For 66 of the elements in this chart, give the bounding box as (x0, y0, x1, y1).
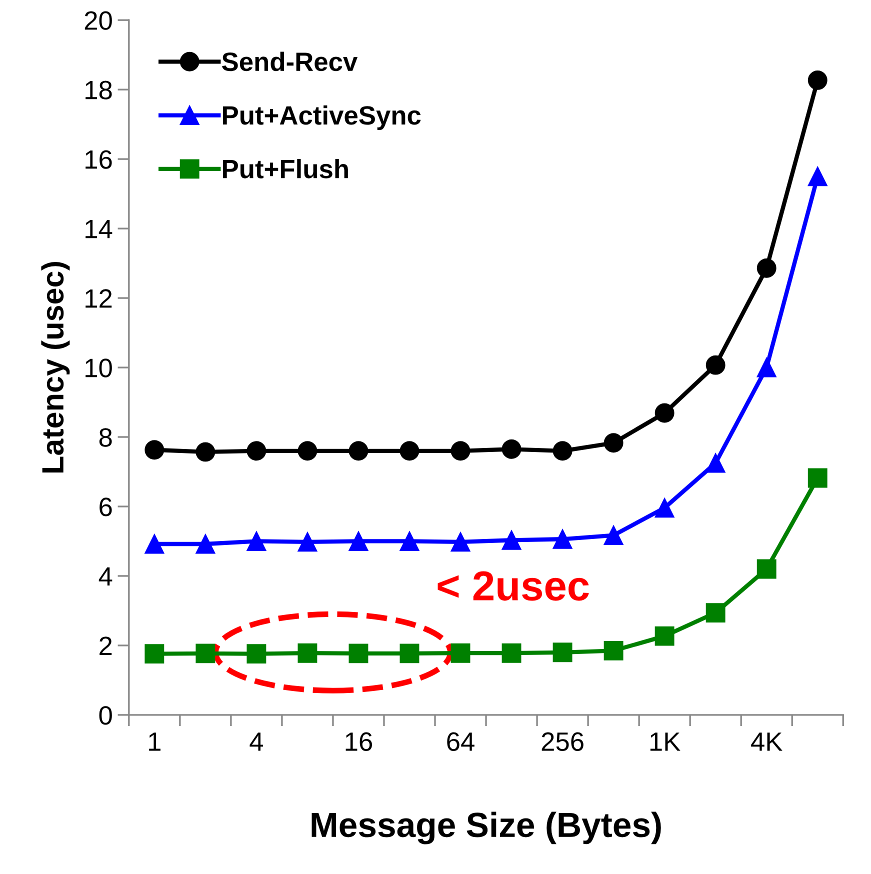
x-tick-label: 64 (447, 732, 474, 751)
point (808, 468, 828, 488)
y-tick-label: 10 (86, 358, 112, 378)
point (348, 441, 368, 461)
point (552, 529, 572, 549)
y-tick-label: 12 (86, 289, 112, 308)
x-tick-label: 256 (542, 732, 584, 751)
x-tick-label: 1 (149, 732, 160, 751)
y-tick-label: 0 (99, 706, 112, 725)
point (450, 441, 470, 461)
point (808, 166, 828, 186)
point (144, 440, 164, 460)
y-tick-label: 8 (99, 428, 112, 447)
y-axis-title: Latency (usec) (41, 262, 70, 472)
point (654, 626, 674, 646)
x-axis-title: Message Size (Bytes) (312, 812, 661, 844)
point (196, 442, 216, 462)
point (348, 644, 368, 664)
point (246, 441, 266, 461)
point (706, 355, 726, 375)
point (450, 643, 470, 663)
point (502, 439, 522, 459)
x-tick-label: 16 (346, 732, 372, 751)
point (756, 258, 776, 278)
point (552, 642, 572, 662)
point (348, 532, 368, 551)
point (196, 644, 216, 664)
legend-label: Put+ActiveSync (223, 105, 421, 130)
point (706, 453, 726, 473)
y-tick-label: 4 (98, 567, 112, 586)
legend-label: Send-Recv (222, 52, 358, 72)
point (298, 532, 318, 552)
y-tick-label: 14 (86, 220, 112, 238)
point (502, 643, 522, 663)
y-tick-label: 20 (84, 11, 112, 30)
point (604, 640, 624, 660)
x-tick-label: 1K (650, 732, 680, 751)
point (502, 530, 522, 550)
point (552, 441, 572, 461)
y-tick-label: 16 (86, 150, 112, 169)
point (706, 603, 726, 623)
legend-label: Put+Flush (223, 159, 348, 178)
x-tick-label: 4 (250, 732, 264, 751)
point (196, 534, 216, 554)
point (450, 532, 470, 552)
point (400, 644, 420, 664)
point (298, 441, 318, 461)
point (654, 498, 674, 518)
point (298, 643, 318, 663)
point (144, 644, 164, 664)
point (654, 403, 674, 423)
point (400, 532, 420, 551)
point (604, 526, 624, 546)
point (246, 644, 266, 664)
y-tick-label: 6 (100, 498, 112, 516)
point (604, 433, 624, 453)
point (756, 358, 776, 378)
point (808, 70, 828, 90)
x-tick-label: 4K (751, 732, 782, 751)
point (756, 559, 776, 579)
y-tick-label: 2 (100, 636, 112, 656)
y-tick-label: 18 (86, 80, 112, 100)
point (400, 441, 420, 461)
point (144, 534, 164, 554)
point (246, 532, 266, 551)
annotation: < 2usec (438, 571, 589, 601)
